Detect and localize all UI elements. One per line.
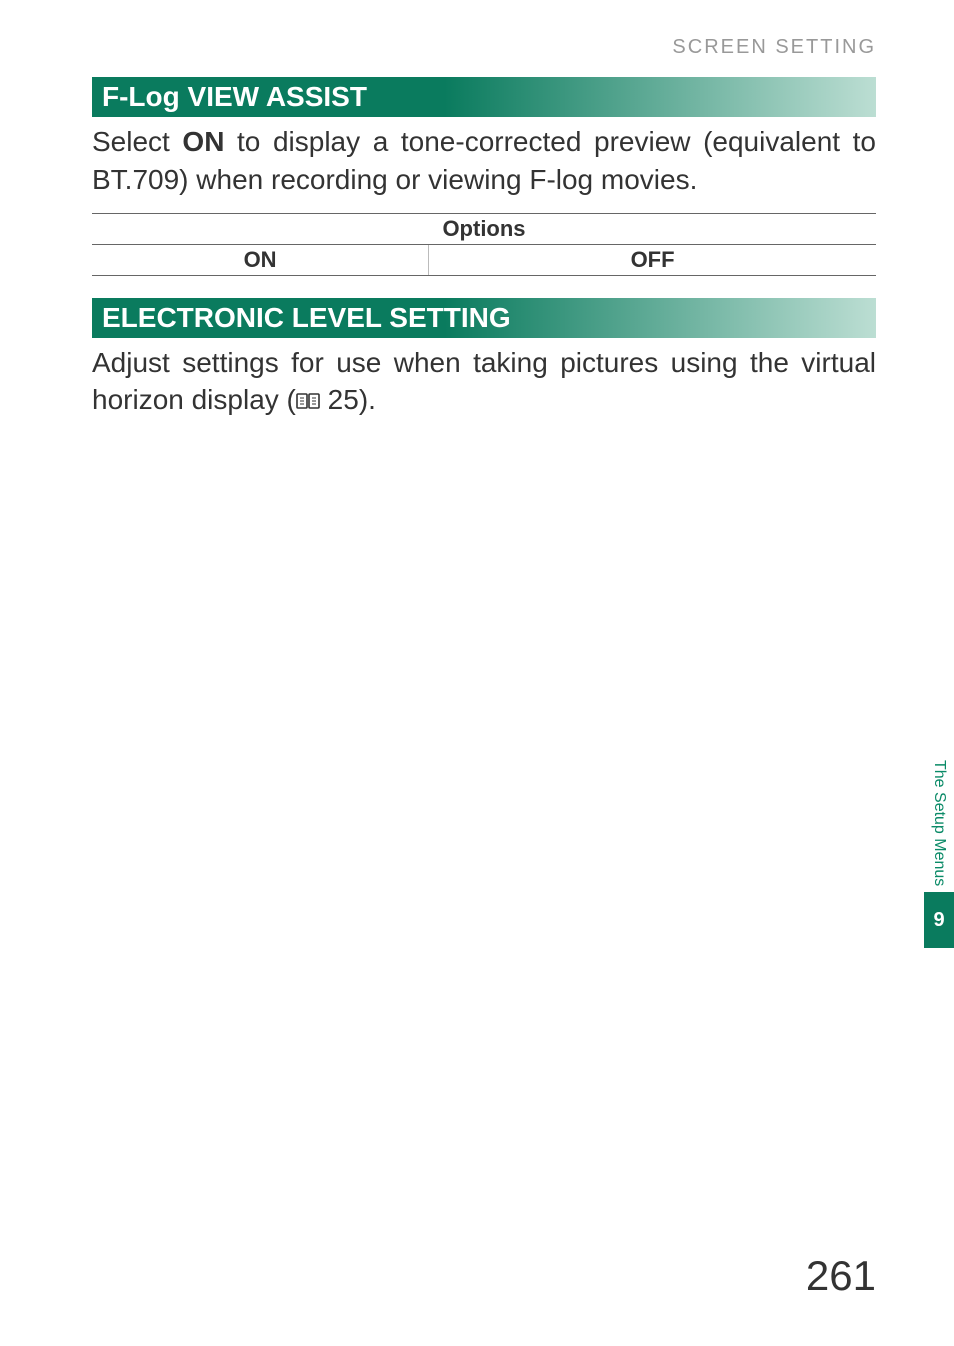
page-ref-icon xyxy=(296,383,320,421)
section2-ref-page: 25 xyxy=(320,384,359,415)
page-number: 261 xyxy=(806,1252,876,1300)
option-off: OFF xyxy=(429,244,876,275)
options-table: Options ON OFF xyxy=(92,213,876,276)
section-header-flog: F-Log VIEW ASSIST xyxy=(92,77,876,117)
section1-body: Select ON to display a tone-corrected pr… xyxy=(92,123,876,199)
option-on: ON xyxy=(92,244,429,275)
section1-body-pre: Select xyxy=(92,126,182,157)
section1-body-bold: ON xyxy=(182,126,224,157)
options-header: Options xyxy=(92,213,876,244)
side-tab-label: The Setup Menus xyxy=(930,760,948,892)
section-header-electronic-level: ELECTRONIC LEVEL SETTING xyxy=(92,298,876,338)
breadcrumb-label: SCREEN SETTING xyxy=(92,36,876,59)
section2-body: Adjust settings for use when taking pict… xyxy=(92,344,876,422)
section2-body-post: ). xyxy=(359,384,376,415)
side-tab-number: 9 xyxy=(924,892,954,948)
section2-body-pre: Adjust settings for use when taking pict… xyxy=(92,347,876,416)
side-tab: The Setup Menus 9 xyxy=(924,760,954,948)
